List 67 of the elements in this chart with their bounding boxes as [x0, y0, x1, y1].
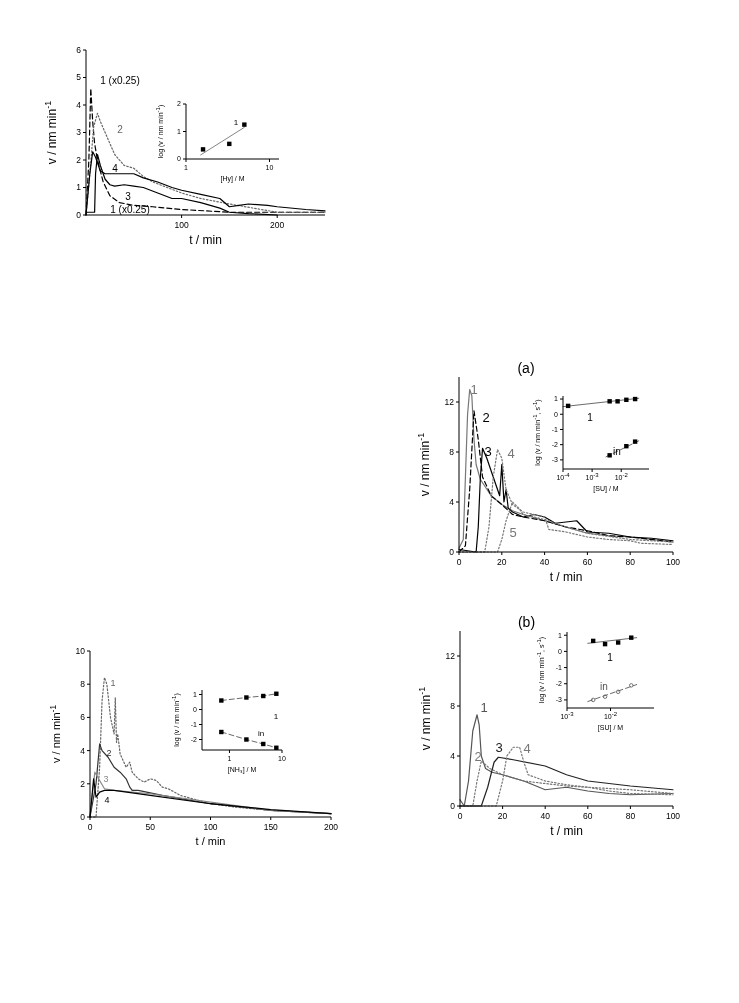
annotation: 1 (x0.25): [110, 203, 150, 215]
y-tick-label: 0: [450, 800, 456, 811]
x-tick-label: 20: [497, 810, 508, 821]
x-axis-title: t / min: [549, 569, 583, 584]
x-tick-label: 40: [540, 810, 551, 821]
x-axis-title: t / min: [550, 823, 583, 838]
y-tick-label: 4: [76, 99, 82, 110]
text: in: [600, 680, 608, 692]
series-label: 4: [523, 740, 531, 756]
x-tick-label: 150: [263, 821, 279, 832]
y-tick-label: 8: [450, 700, 456, 711]
x-tick-label: 60: [583, 810, 593, 821]
y-tick-label: 8: [80, 679, 86, 690]
x-tick-label: 60: [582, 556, 593, 567]
series-label: 3: [103, 774, 109, 785]
series-label: in: [257, 728, 265, 738]
y-tick-label: 0: [76, 209, 82, 220]
y-tick-label: 12: [444, 396, 455, 407]
y-tick-label: 0: [449, 546, 455, 557]
series-label: 4: [507, 445, 515, 461]
y-tick-label: 8: [449, 446, 455, 457]
series-label: 2: [106, 748, 112, 759]
y-tick-label: 2: [76, 154, 82, 165]
series-label: 2: [117, 123, 124, 135]
x-tick-label: 40: [539, 556, 550, 567]
x-tick-label: 0: [457, 810, 463, 821]
series-label: 1: [233, 117, 239, 127]
y-tick-label: 5: [76, 72, 82, 83]
series-label: 2: [474, 748, 482, 764]
x-tick-label: 80: [625, 556, 636, 567]
y-tick-label: 3: [76, 127, 82, 138]
series-label: 5: [509, 524, 517, 540]
chart-title: (a): [517, 360, 535, 376]
x-tick-label: 200: [270, 219, 285, 230]
series-label: 1: [587, 411, 594, 423]
x-axis-title: t / min: [195, 834, 226, 847]
x-tick-label: 20: [497, 556, 507, 567]
series-label: 3: [495, 739, 503, 755]
x-tick-label: 200: [323, 821, 339, 832]
series-label: 1 (x0.25): [100, 74, 140, 86]
series-label: 4: [104, 795, 110, 806]
y-tick-label: 4: [80, 745, 86, 756]
x-tick-label: 100: [665, 810, 681, 821]
series-label: 1: [110, 678, 116, 689]
y-tick-label: 4: [450, 750, 456, 761]
chart-title: (b): [517, 614, 536, 630]
x-tick-label: 100: [174, 219, 189, 230]
series-label: 3: [125, 190, 132, 202]
series-label: 2: [482, 409, 490, 425]
x-tick-label: 50: [145, 821, 156, 832]
x-tick-label: 100: [665, 556, 681, 567]
x-tick-label: 100: [203, 821, 218, 832]
y-tick-label: 6: [76, 44, 82, 55]
series-label: 4: [112, 162, 119, 174]
series-label: 1: [607, 651, 614, 663]
y-tick-label: 1: [76, 182, 82, 193]
x-axis-title: t / min: [189, 232, 222, 247]
series-label: 1: [470, 381, 478, 397]
y-tick-label: 6: [80, 712, 86, 723]
x-tick-label: 0: [87, 821, 93, 832]
series-label: 3: [484, 443, 492, 459]
y-tick-label: 10: [75, 645, 86, 656]
y-tick-label: 2: [80, 778, 86, 789]
series-label: in: [613, 445, 621, 457]
x-tick-label: 80: [625, 810, 636, 821]
y-tick-label: 12: [445, 650, 456, 661]
y-tick-label: 4: [449, 496, 455, 507]
